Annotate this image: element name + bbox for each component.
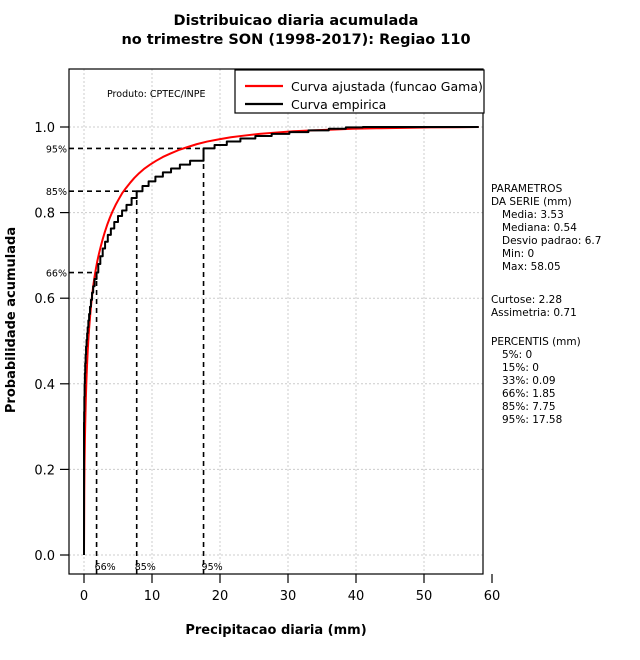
x-tick-label: 20 [212, 589, 229, 604]
percentil-66: 66%: 1.85 [502, 388, 556, 400]
parametros-heading-line2: DA SERIE (mm) [491, 196, 572, 208]
y-tick-label: 1.0 [34, 121, 55, 136]
parametro-min: Min: 0 [502, 248, 534, 260]
percentile-guides: 66% 66% 85% 85% 95% 95% [46, 144, 223, 574]
side-panel: PARAMETROS DA SERIE (mm) Media: 3.53 Med… [491, 183, 601, 426]
y-tick-label: 0.0 [34, 549, 55, 564]
stat-assimetria: Assimetria: 0.71 [491, 307, 577, 319]
parametro-mediana: Mediana: 0.54 [502, 222, 577, 234]
percentil-15: 15%: 0 [502, 362, 539, 374]
y-tick-label: 0.8 [34, 207, 55, 222]
percentis-heading: PERCENTIS (mm) [491, 336, 581, 348]
parametro-max: Max: 58.05 [502, 261, 561, 273]
percentile-y-label: 85% [46, 187, 67, 198]
x-axis-title: Precipitacao diaria (mm) [185, 623, 366, 638]
legend-label-fitted: Curva ajustada (funcao Gama) [291, 79, 483, 94]
x-tick-label: 40 [348, 589, 365, 604]
x-axis-ticks: 0 10 20 30 40 50 60 [80, 574, 500, 604]
percentile-x-label: 95% [202, 562, 223, 573]
percentil-85: 85%: 7.75 [502, 401, 556, 413]
percentile-x-label: 85% [135, 562, 156, 573]
y-axis-title: Probabilidade acumulada [4, 227, 19, 413]
curve-empirical [83, 126, 479, 555]
x-tick-label: 60 [484, 589, 501, 604]
y-tick-label: 0.2 [34, 463, 55, 478]
x-tick-label: 30 [280, 589, 297, 604]
legend-box [234, 69, 485, 114]
y-axis-ticks: 0.0 0.2 0.4 0.6 0.8 1.0 [34, 121, 69, 564]
percentile-y-label: 66% [46, 269, 67, 280]
parametro-media: Media: 3.53 [502, 209, 564, 221]
y-tick-label: 0.6 [34, 292, 55, 307]
x-tick-label: 10 [144, 589, 161, 604]
x-tick-label: 50 [416, 589, 433, 604]
chart-title-line1: Distribuicao diaria acumulada [174, 13, 419, 29]
percentil-95: 95%: 17.58 [502, 414, 562, 426]
percentil-5: 5%: 0 [502, 349, 532, 361]
produto-annotation: Produto: CPTEC/INPE [107, 89, 206, 100]
chart-title-line2: no trimestre SON (1998-2017): Regiao 110 [121, 32, 470, 48]
parametro-desvio-padrao: Desvio padrao: 6.7 [502, 235, 601, 247]
parametros-heading-line1: PARAMETROS [491, 183, 563, 195]
chart-legend: Curva ajustada (funcao Gama) Curva empir… [234, 69, 485, 114]
x-tick-label: 0 [80, 589, 88, 604]
percentile-x-label: 66% [95, 562, 116, 573]
legend-label-empirical: Curva empirica [291, 97, 386, 112]
curve-fitted-gamma [83, 126, 479, 556]
plot-frame [68, 68, 484, 575]
stat-curtose: Curtose: 2.28 [491, 294, 562, 306]
y-tick-label: 0.4 [34, 378, 55, 393]
percentil-33: 33%: 0.09 [502, 375, 556, 387]
percentile-y-label: 95% [46, 144, 67, 155]
